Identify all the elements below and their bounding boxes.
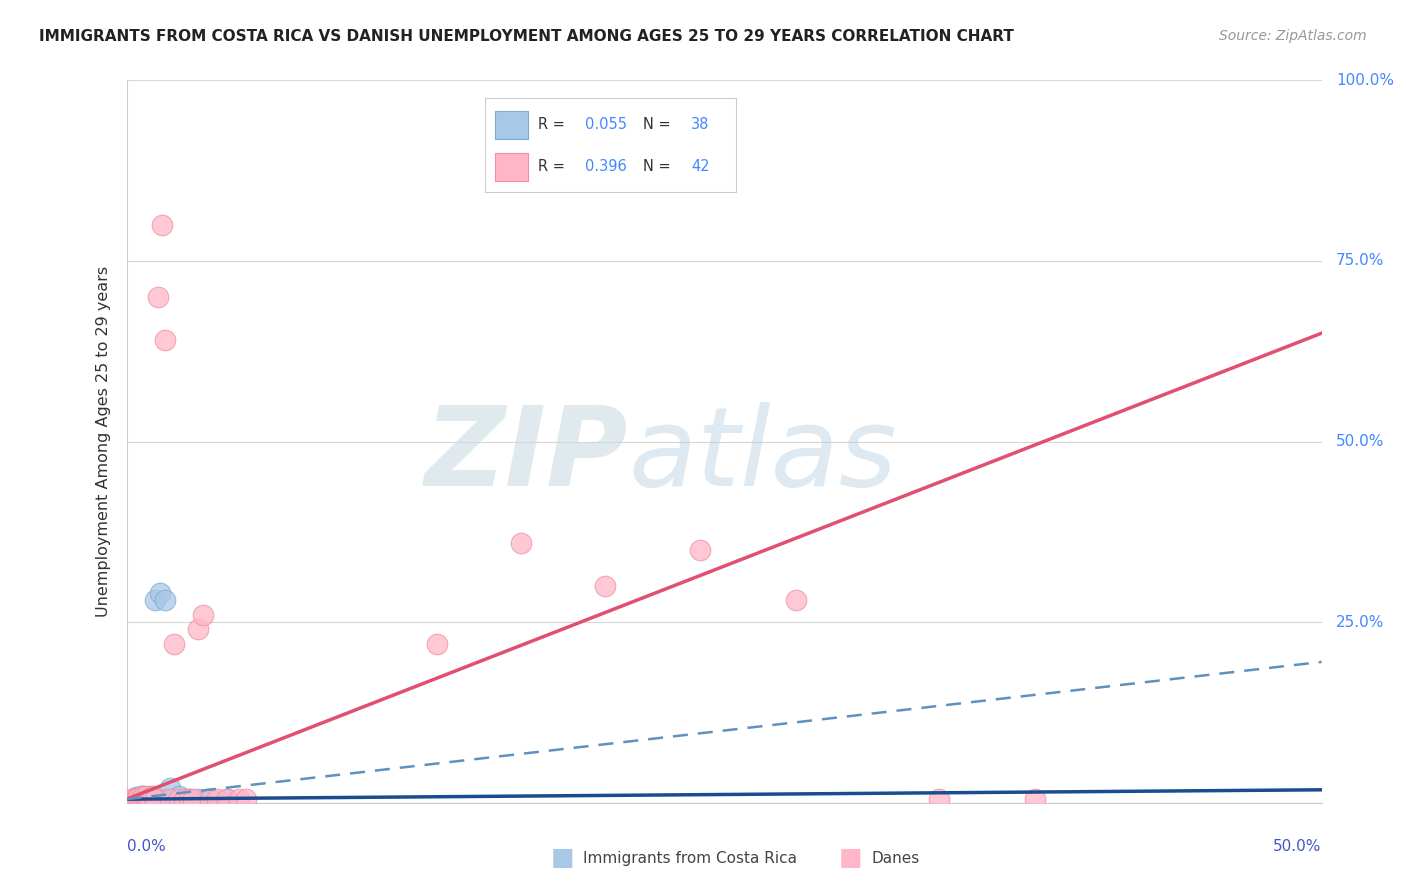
Point xyxy=(127,794,149,808)
Point xyxy=(139,792,162,806)
Point xyxy=(125,794,148,808)
Point xyxy=(197,792,219,806)
Point xyxy=(183,792,205,806)
Point xyxy=(135,792,157,806)
Point xyxy=(132,789,155,803)
Point xyxy=(173,792,195,806)
Point xyxy=(593,579,616,593)
Point xyxy=(125,794,148,808)
Point xyxy=(928,792,950,806)
Point xyxy=(132,789,155,803)
Point xyxy=(180,792,202,806)
Point xyxy=(122,794,145,808)
Point xyxy=(509,535,531,549)
Point xyxy=(132,794,155,808)
Point xyxy=(153,334,176,348)
Point xyxy=(159,792,181,806)
Y-axis label: Unemployment Among Ages 25 to 29 years: Unemployment Among Ages 25 to 29 years xyxy=(96,266,111,617)
Point xyxy=(136,792,159,806)
Point xyxy=(127,790,149,805)
Point xyxy=(129,794,152,808)
Point xyxy=(132,794,155,808)
Text: 25.0%: 25.0% xyxy=(1336,615,1385,630)
Point xyxy=(135,790,157,805)
Point xyxy=(146,290,169,304)
Point xyxy=(127,790,149,805)
Text: 100.0%: 100.0% xyxy=(1336,73,1393,87)
Text: Danes: Danes xyxy=(872,851,920,865)
Text: Immigrants from Costa Rica: Immigrants from Costa Rica xyxy=(583,851,797,865)
Point xyxy=(163,637,186,651)
Point xyxy=(150,218,174,232)
Point xyxy=(132,790,155,805)
Point xyxy=(143,792,166,806)
Point xyxy=(142,789,165,803)
Point xyxy=(122,792,145,806)
Point xyxy=(785,593,807,607)
Point xyxy=(174,792,197,806)
Text: atlas: atlas xyxy=(628,402,897,509)
Point xyxy=(228,792,250,806)
Text: ZIP: ZIP xyxy=(425,402,628,509)
Point xyxy=(135,789,157,803)
Point xyxy=(426,637,449,651)
Text: 50.0%: 50.0% xyxy=(1336,434,1385,449)
Point xyxy=(207,792,229,806)
Point xyxy=(120,794,142,808)
Point xyxy=(122,794,145,808)
Point xyxy=(139,789,162,803)
Point xyxy=(200,792,222,806)
Point xyxy=(146,792,169,806)
Point xyxy=(129,790,152,805)
Point xyxy=(1024,792,1046,806)
Point xyxy=(156,792,179,806)
Point xyxy=(235,792,257,806)
Point xyxy=(177,792,200,806)
Text: ■: ■ xyxy=(551,847,574,870)
Point xyxy=(132,792,155,806)
Text: IMMIGRANTS FROM COSTA RICA VS DANISH UNEMPLOYMENT AMONG AGES 25 TO 29 YEARS CORR: IMMIGRANTS FROM COSTA RICA VS DANISH UNE… xyxy=(39,29,1014,44)
Point xyxy=(120,792,142,806)
Point xyxy=(187,792,209,806)
Point xyxy=(153,593,176,607)
Point xyxy=(167,789,190,803)
Point xyxy=(135,792,157,806)
Point xyxy=(139,792,162,806)
Point xyxy=(129,792,152,806)
Text: 0.0%: 0.0% xyxy=(127,838,166,854)
Point xyxy=(127,792,149,806)
Point xyxy=(118,794,141,808)
Point xyxy=(159,781,181,796)
Text: 50.0%: 50.0% xyxy=(1274,838,1322,854)
Point xyxy=(167,792,190,806)
Point xyxy=(129,789,152,803)
Point xyxy=(129,794,152,808)
Point xyxy=(215,792,238,806)
Text: 75.0%: 75.0% xyxy=(1336,253,1385,268)
Point xyxy=(125,790,148,805)
Point xyxy=(129,792,152,806)
Point xyxy=(163,792,186,806)
Point xyxy=(125,792,148,806)
Point xyxy=(142,792,165,806)
Point xyxy=(149,586,172,600)
Point xyxy=(187,623,209,637)
Point xyxy=(207,794,229,808)
Text: ■: ■ xyxy=(839,847,862,870)
Point xyxy=(689,542,711,557)
Point xyxy=(120,794,142,808)
Point xyxy=(136,792,159,806)
Point xyxy=(191,607,214,622)
Point xyxy=(127,794,149,808)
Point xyxy=(215,792,238,806)
Point xyxy=(122,792,145,806)
Point xyxy=(136,790,159,805)
Point xyxy=(125,792,148,806)
Text: Source: ZipAtlas.com: Source: ZipAtlas.com xyxy=(1219,29,1367,43)
Point xyxy=(143,593,166,607)
